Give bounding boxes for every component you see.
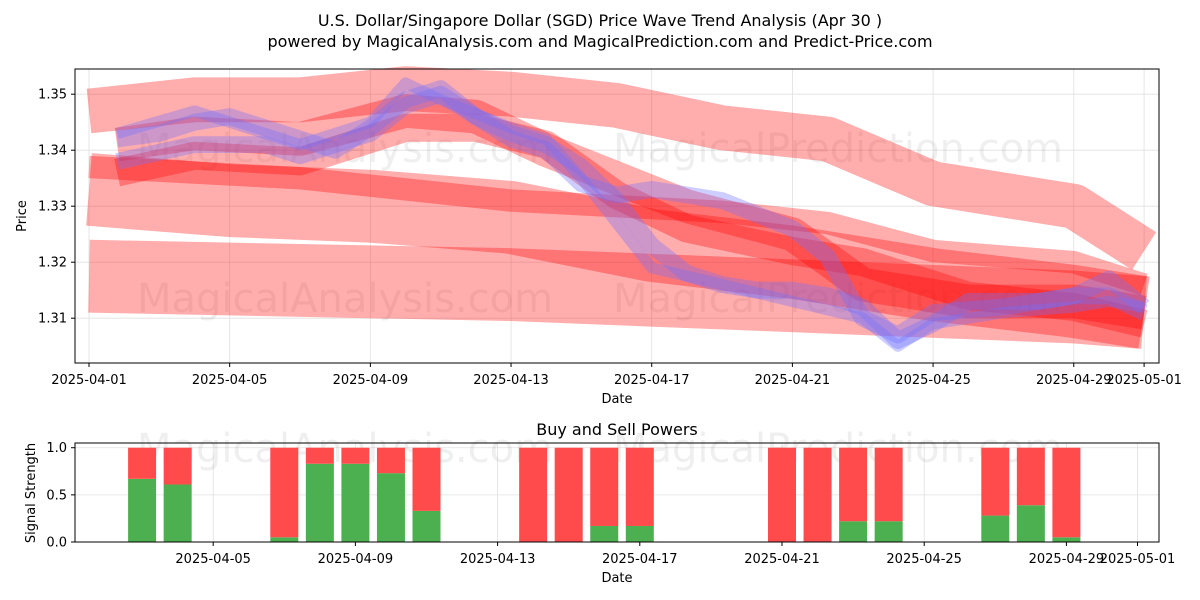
price-plot-area — [75, 69, 1159, 363]
red-wave-1 — [86, 66, 1157, 270]
signal-plot-frame — [74, 442, 1160, 543]
wave-bands — [86, 66, 1157, 352]
sell-bar — [519, 447, 548, 542]
price-plot-frame — [74, 68, 1160, 364]
sell-bar — [128, 447, 157, 479]
sell-bar — [1016, 447, 1045, 506]
x-tick-label: 2025-04-21 — [755, 373, 831, 388]
watermark: MagicalPrediction.com — [613, 126, 1063, 172]
chart-title: U.S. Dollar/Singapore Dollar (SGD) Price… — [318, 11, 882, 30]
red-wave-3 — [86, 153, 1150, 349]
x-tick-label: 2025-04-09 — [318, 552, 394, 567]
buy-bar — [376, 473, 405, 542]
sell-bar — [625, 447, 654, 526]
price-y-label: Price — [15, 200, 30, 232]
buy-bar — [1016, 505, 1045, 542]
watermark: MagicalAnalysis.com — [137, 126, 553, 172]
price-x-label: Date — [601, 392, 632, 407]
y-tick-label: 1.32 — [38, 256, 67, 271]
buy-bar — [305, 463, 334, 542]
price-chart: MagicalAnalysis.com MagicalPrediction.co… — [15, 66, 1182, 407]
sell-bar — [874, 447, 903, 522]
x-tick-label: 2025-04-01 — [51, 373, 127, 388]
watermark: MagicalPrediction.com — [613, 276, 1063, 322]
sell-bar — [839, 447, 868, 522]
buy-bar — [1052, 537, 1081, 542]
red-wave-2 — [88, 155, 1148, 296]
watermark: MagicalAnalysis.com — [137, 276, 553, 322]
y-tick-label: 1.33 — [38, 200, 67, 215]
buy-bar — [874, 521, 903, 542]
red-wave-5 — [114, 94, 1147, 330]
buy-bar — [412, 510, 441, 542]
price-y-axis: 1.31 1.32 1.33 1.34 1.35 — [38, 88, 75, 327]
sell-bar — [768, 447, 796, 542]
y-tick-label: 1.35 — [38, 88, 67, 103]
sell-bar — [803, 447, 832, 542]
x-tick-label: 2025-04-17 — [602, 552, 678, 567]
buy-bar — [128, 478, 157, 542]
signal-chart-title: Buy and Sell Powers — [536, 420, 698, 439]
price-x-axis: 2025-04-01 2025-04-05 2025-04-09 2025-04-13… — [51, 363, 1182, 388]
x-tick-label: 2025-04-09 — [333, 373, 409, 388]
buy-bar — [590, 525, 619, 542]
x-tick-label: 2025-04-29 — [1029, 552, 1105, 567]
y-tick-label: 1.34 — [38, 144, 67, 159]
buy-bar — [839, 521, 868, 542]
x-tick-label: 2025-04-21 — [744, 552, 820, 567]
sell-bar — [163, 447, 192, 485]
signal-x-label: Date — [601, 571, 632, 586]
sell-bar — [270, 447, 299, 538]
chart-subtitle: powered by MagicalAnalysis.com and Magic… — [267, 32, 932, 51]
y-tick-label: 1.0 — [46, 441, 67, 456]
red-wave-4 — [88, 239, 1147, 349]
signal-y-label: Signal Strength — [24, 443, 39, 543]
buy-bar — [981, 515, 1010, 542]
x-tick-label: 2025-05-01 — [1100, 552, 1176, 567]
sell-bar — [412, 447, 441, 511]
sell-bar — [1052, 447, 1081, 538]
y-tick-label: 0.5 — [46, 488, 67, 503]
sell-bar — [590, 447, 619, 526]
x-tick-label: 2025-04-25 — [886, 552, 962, 567]
red-wave-6 — [114, 113, 1148, 338]
sell-bar — [376, 447, 405, 474]
buy-bar — [163, 484, 192, 542]
x-tick-label: 2025-04-05 — [192, 373, 268, 388]
x-tick-label: 2025-04-13 — [473, 373, 549, 388]
sell-bar — [981, 447, 1010, 516]
signal-chart: Buy and Sell Powers MagicalAnalysis.com … — [24, 420, 1175, 586]
y-tick-label: 0.0 — [46, 536, 67, 551]
x-tick-label: 2025-04-17 — [614, 373, 690, 388]
signal-bars — [128, 447, 1081, 542]
signal-y-axis: 0.0 0.5 1.0 — [46, 441, 75, 551]
x-tick-label: 2025-04-05 — [175, 552, 251, 567]
x-tick-label: 2025-05-01 — [1106, 373, 1182, 388]
price-watermarks: MagicalAnalysis.com MagicalPrediction.co… — [137, 126, 1063, 322]
sell-bar — [305, 447, 334, 464]
y-tick-label: 1.31 — [38, 312, 67, 327]
signal-x-axis: 2025-04-05 2025-04-09 2025-04-13 2025-04-17… — [175, 542, 1175, 567]
sell-bar — [554, 447, 583, 542]
x-tick-label: 2025-04-29 — [1036, 373, 1112, 388]
blue-wave-1 — [115, 80, 1148, 350]
blue-wave-3 — [115, 77, 1145, 352]
blue-wave-2 — [115, 85, 1150, 344]
buy-bar — [625, 525, 654, 542]
price-grid — [75, 69, 1159, 363]
x-tick-label: 2025-04-25 — [895, 373, 971, 388]
x-tick-label: 2025-04-13 — [460, 552, 536, 567]
sell-bar — [341, 447, 370, 464]
buy-bar — [270, 537, 299, 542]
buy-bar — [341, 463, 370, 542]
